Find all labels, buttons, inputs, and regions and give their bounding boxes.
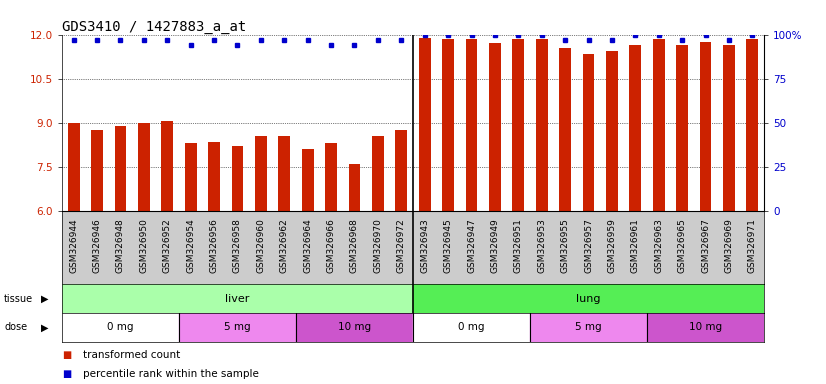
Bar: [676, 45, 688, 211]
Bar: [161, 121, 173, 211]
Bar: [723, 45, 735, 211]
Bar: [653, 39, 665, 211]
Bar: [115, 126, 126, 211]
Text: GSM326965: GSM326965: [677, 218, 686, 273]
Bar: [301, 149, 314, 211]
Text: GSM326957: GSM326957: [584, 218, 593, 273]
Text: GSM326944: GSM326944: [69, 218, 78, 273]
Text: GSM326971: GSM326971: [748, 218, 757, 273]
Text: 5 mg: 5 mg: [575, 322, 602, 333]
Text: 0 mg: 0 mg: [107, 322, 134, 333]
Bar: [413, 313, 530, 342]
Text: GSM326967: GSM326967: [701, 218, 710, 273]
Bar: [512, 39, 525, 211]
Bar: [231, 146, 244, 211]
Text: GSM326960: GSM326960: [256, 218, 265, 273]
Text: ■: ■: [62, 350, 71, 360]
Text: GDS3410 / 1427883_a_at: GDS3410 / 1427883_a_at: [62, 20, 246, 33]
Bar: [396, 130, 407, 211]
Bar: [606, 51, 618, 211]
Bar: [185, 144, 197, 211]
Bar: [747, 39, 758, 211]
Bar: [68, 124, 79, 211]
Text: 10 mg: 10 mg: [689, 322, 722, 333]
Bar: [255, 136, 267, 211]
Text: tissue: tissue: [4, 293, 33, 304]
Text: GSM326955: GSM326955: [561, 218, 570, 273]
Bar: [325, 144, 337, 211]
Text: GSM326964: GSM326964: [303, 218, 312, 273]
Text: GSM326943: GSM326943: [420, 218, 430, 273]
Text: GSM326949: GSM326949: [491, 218, 500, 273]
Bar: [62, 284, 413, 313]
Text: lung: lung: [577, 293, 601, 304]
Bar: [559, 48, 571, 211]
Text: liver: liver: [225, 293, 249, 304]
Text: ▶: ▶: [41, 322, 49, 333]
Bar: [582, 54, 595, 211]
Bar: [647, 313, 764, 342]
Text: 0 mg: 0 mg: [458, 322, 485, 333]
Text: GSM326947: GSM326947: [467, 218, 476, 273]
Bar: [413, 284, 764, 313]
Text: GSM326962: GSM326962: [280, 218, 289, 273]
Text: GSM326969: GSM326969: [724, 218, 733, 273]
Bar: [530, 313, 647, 342]
Text: ■: ■: [62, 369, 71, 379]
Bar: [466, 39, 477, 211]
Text: GSM326948: GSM326948: [116, 218, 125, 273]
Text: GSM326966: GSM326966: [326, 218, 335, 273]
Bar: [372, 136, 384, 211]
Text: GSM326958: GSM326958: [233, 218, 242, 273]
Text: GSM326972: GSM326972: [396, 218, 406, 273]
Text: GSM326952: GSM326952: [163, 218, 172, 273]
Text: GSM326950: GSM326950: [140, 218, 149, 273]
Bar: [296, 313, 413, 342]
Text: GSM326961: GSM326961: [631, 218, 640, 273]
Text: 5 mg: 5 mg: [224, 322, 251, 333]
Text: GSM326946: GSM326946: [93, 218, 102, 273]
Bar: [62, 313, 179, 342]
Text: ▶: ▶: [41, 293, 49, 304]
Bar: [442, 39, 454, 211]
Bar: [536, 39, 548, 211]
Text: 10 mg: 10 mg: [338, 322, 371, 333]
Text: GSM326954: GSM326954: [186, 218, 195, 273]
Bar: [489, 43, 501, 211]
Text: transformed count: transformed count: [83, 350, 180, 360]
Text: GSM326959: GSM326959: [607, 218, 616, 273]
Bar: [700, 42, 711, 211]
Text: percentile rank within the sample: percentile rank within the sample: [83, 369, 259, 379]
Text: dose: dose: [4, 322, 27, 333]
Text: GSM326963: GSM326963: [654, 218, 663, 273]
Text: GSM326945: GSM326945: [444, 218, 453, 273]
Text: GSM326951: GSM326951: [514, 218, 523, 273]
Bar: [91, 130, 103, 211]
Bar: [179, 313, 296, 342]
Bar: [278, 136, 290, 211]
Bar: [349, 164, 360, 211]
Bar: [419, 38, 430, 211]
Text: GSM326953: GSM326953: [537, 218, 546, 273]
Text: GSM326968: GSM326968: [350, 218, 359, 273]
Text: GSM326956: GSM326956: [210, 218, 219, 273]
Bar: [208, 142, 220, 211]
Bar: [629, 45, 641, 211]
Text: GSM326970: GSM326970: [373, 218, 382, 273]
Bar: [138, 123, 150, 211]
